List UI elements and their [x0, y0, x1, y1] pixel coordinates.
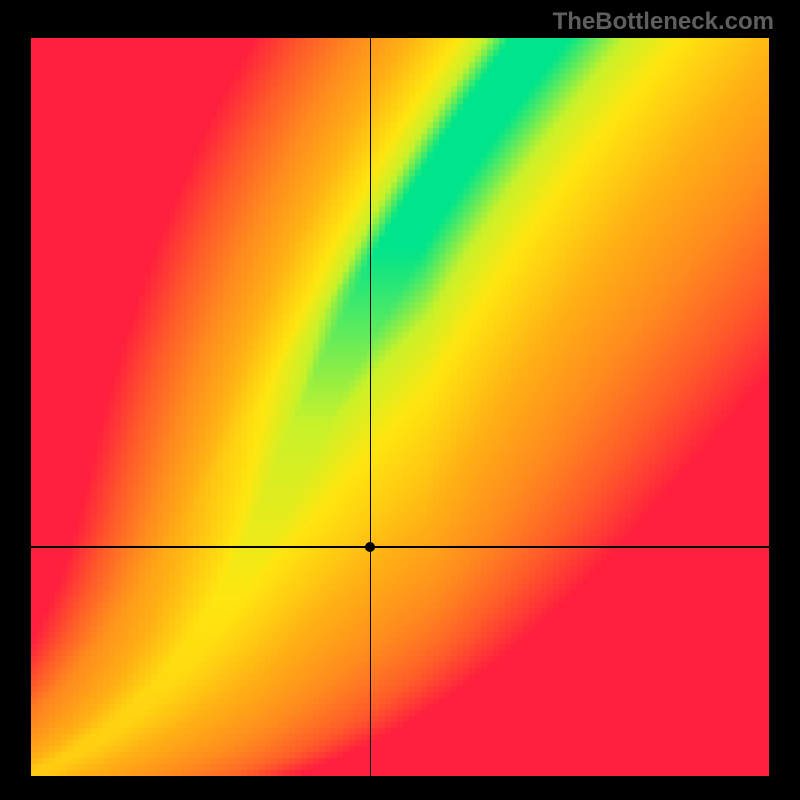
heatmap-canvas: [31, 38, 769, 776]
crosshair-horizontal: [31, 546, 769, 548]
crosshair-vertical: [370, 38, 372, 776]
chart-frame: TheBottleneck.com: [0, 0, 800, 800]
watermark-text: TheBottleneck.com: [553, 8, 774, 36]
